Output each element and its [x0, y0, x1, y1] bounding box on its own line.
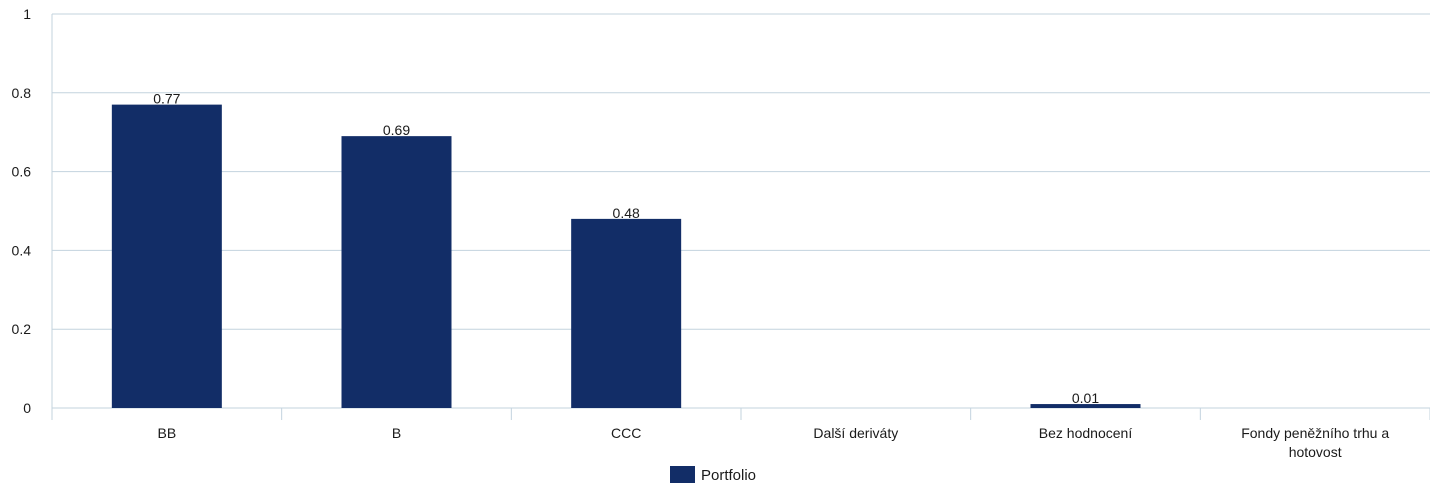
x-tick-label: BB — [157, 425, 176, 441]
x-tick-label: CCC — [611, 425, 641, 441]
y-tick-label: 0.6 — [12, 164, 32, 180]
data-labels: 0.77 0.69 0.48 0.01 — [153, 91, 1099, 406]
y-tick-label: 0.4 — [12, 242, 32, 258]
y-tick-label: 0 — [23, 400, 31, 416]
data-label: 0.77 — [153, 91, 180, 107]
bar — [341, 136, 452, 408]
legend-swatch — [670, 466, 695, 483]
x-axis: BB B CCC Další deriváty Bez hodnocení Fondy p… — [52, 407, 1430, 460]
data-label: 0.01 — [1072, 390, 1099, 406]
data-label: 0.69 — [383, 122, 410, 138]
x-tick-label: Fondy peněžního trhu a hotovost — [1241, 425, 1389, 460]
y-tick-label: 0.2 — [12, 321, 32, 337]
gridlines — [52, 13, 1430, 330]
legend-label: Portfolio — [701, 467, 756, 484]
y-axis: 0 0.2 0.4 0.6 0.8 1 — [12, 6, 53, 420]
bar — [111, 104, 222, 409]
bar — [1030, 404, 1141, 408]
y-tick-label: 0.8 — [12, 85, 32, 101]
legend: Portfolio — [670, 466, 756, 484]
bar — [571, 218, 682, 408]
data-label: 0.48 — [613, 205, 640, 221]
x-tick-label: B — [392, 425, 401, 441]
bars — [111, 104, 1141, 409]
x-tick-label: Bez hodnocení — [1039, 425, 1133, 441]
y-tick-label: 1 — [23, 6, 31, 22]
x-tick-label: Další deriváty — [813, 425, 898, 441]
